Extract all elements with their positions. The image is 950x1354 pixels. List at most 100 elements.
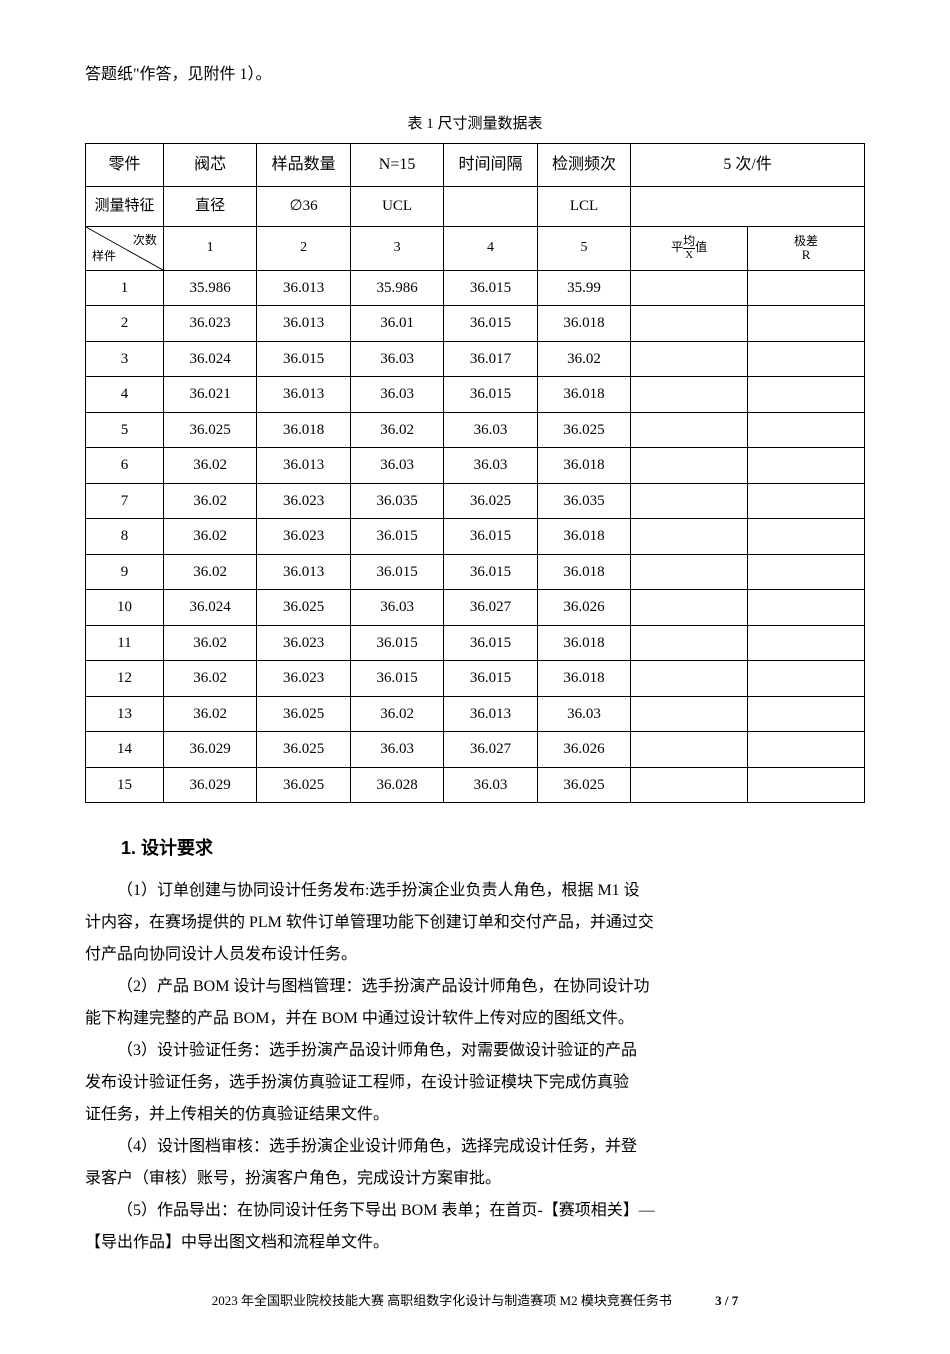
table-cell: 36.018	[537, 448, 630, 484]
table-row: 536.02536.01836.0236.0336.025	[86, 412, 865, 448]
table-cell: 36.029	[163, 732, 256, 768]
table-cell	[748, 590, 865, 626]
table-cell: 36.025	[257, 767, 350, 803]
table-cell: 36.02	[163, 519, 256, 555]
table-cell: 36.035	[350, 483, 443, 519]
table-cell: 36.023	[257, 661, 350, 697]
mean-suffix: 值	[695, 240, 707, 254]
table-cell: 36.018	[537, 377, 630, 413]
footer-left: 2023 年全国职业院校技能大赛 高职组数字化设计与制造赛项 M2 模块竞赛任务…	[212, 1293, 672, 1308]
table-cell: 36.015	[444, 270, 537, 306]
table-row: 1136.0236.02336.01536.01536.018	[86, 625, 865, 661]
table-row: 1536.02936.02536.02836.0336.025	[86, 767, 865, 803]
paragraph-line: （1）订单创建与协同设计任务发布:选手扮演企业负责人角色，根据 M1 设	[85, 875, 865, 907]
table-row: 736.0236.02336.03536.02536.035	[86, 483, 865, 519]
table-row: 135.98636.01335.98636.01535.99	[86, 270, 865, 306]
h3-c2: 1	[163, 226, 256, 270]
top-text: 答题纸"作答，见附件 1）。	[85, 60, 865, 90]
table-cell: 36.023	[163, 306, 256, 342]
table-cell: 36.021	[163, 377, 256, 413]
table-row: 636.0236.01336.0336.0336.018	[86, 448, 865, 484]
h2-c3: ∅36	[257, 187, 350, 227]
table-cell: 36.024	[163, 590, 256, 626]
table-cell: 36.018	[537, 661, 630, 697]
table-cell	[748, 696, 865, 732]
table-row: 436.02136.01336.0336.01536.018	[86, 377, 865, 413]
table-header-row-1: 零件 阀芯 样品数量 N=15 时间间隔 检测频次 5 次/件	[86, 143, 865, 186]
table-cell	[748, 270, 865, 306]
table-cell	[631, 341, 748, 377]
table-cell: 36.035	[537, 483, 630, 519]
table-cell	[748, 554, 865, 590]
table-header-row-3: 次数 样件 1 2 3 4 5 平均X值 极差 R	[86, 226, 865, 270]
h2-c6: LCL	[537, 187, 630, 227]
table-cell: 36.02	[163, 483, 256, 519]
paragraph-line: 能下构建完整的产品 BOM，并在 BOM 中通过设计软件上传对应的图纸文件。	[85, 1003, 865, 1035]
table-cell: 36.015	[444, 377, 537, 413]
table-cell: 9	[86, 554, 164, 590]
h1-c1: 零件	[86, 143, 164, 186]
table-cell: 10	[86, 590, 164, 626]
table-cell	[631, 412, 748, 448]
table-cell: 2	[86, 306, 164, 342]
h1-c7: 5 次/件	[631, 143, 865, 186]
h1-c2: 阀芯	[163, 143, 256, 186]
diagonal-header-cell: 次数 样件	[86, 226, 164, 270]
table-cell: 36.02	[163, 661, 256, 697]
table-cell: 36.03	[444, 767, 537, 803]
table-cell: 36.02	[350, 696, 443, 732]
table-cell	[748, 412, 865, 448]
table-cell	[631, 554, 748, 590]
table-row: 336.02436.01536.0336.01736.02	[86, 341, 865, 377]
table-cell	[748, 661, 865, 697]
paragraph-line: 录客户（审核）账号，扮演客户角色，完成设计方案审批。	[85, 1163, 865, 1195]
table-row: 1236.0236.02336.01536.01536.018	[86, 661, 865, 697]
table-cell: 6	[86, 448, 164, 484]
table-cell: 36.015	[444, 519, 537, 555]
table-cell: 8	[86, 519, 164, 555]
table-cell	[748, 767, 865, 803]
range-sub: R	[750, 248, 862, 262]
h1-c3: 样品数量	[257, 143, 350, 186]
table-cell: 35.986	[350, 270, 443, 306]
table-cell: 36.013	[257, 448, 350, 484]
h3-c3: 2	[257, 226, 350, 270]
table-cell: 36.023	[257, 519, 350, 555]
table-cell: 36.015	[257, 341, 350, 377]
table-cell: 36.03	[350, 341, 443, 377]
table-row: 836.0236.02336.01536.01536.018	[86, 519, 865, 555]
table-cell: 35.986	[163, 270, 256, 306]
h2-c4: UCL	[350, 187, 443, 227]
table-row: 936.0236.01336.01536.01536.018	[86, 554, 865, 590]
table-cell	[631, 306, 748, 342]
table-cell: 36.015	[350, 661, 443, 697]
table-cell: 36.02	[350, 412, 443, 448]
table-cell	[631, 590, 748, 626]
table-cell: 36.03	[350, 448, 443, 484]
table-cell: 36.017	[444, 341, 537, 377]
h3-mean: 平均X值	[631, 226, 748, 270]
table-cell: 36.013	[257, 270, 350, 306]
table-row: 1336.0236.02536.0236.01336.03	[86, 696, 865, 732]
table-cell: 36.025	[257, 590, 350, 626]
h3-c5: 4	[444, 226, 537, 270]
table-cell	[631, 732, 748, 768]
table-cell: 36.02	[163, 625, 256, 661]
section-heading: 1. 设计要求	[85, 831, 865, 865]
table-cell: 11	[86, 625, 164, 661]
footer-page-number: 3 / 7	[715, 1289, 738, 1314]
h1-c5: 时间间隔	[444, 143, 537, 186]
table-cell: 36.023	[257, 625, 350, 661]
table-cell: 36.01	[350, 306, 443, 342]
mean-sub: X	[683, 248, 695, 261]
table-cell: 12	[86, 661, 164, 697]
table-cell: 36.02	[163, 448, 256, 484]
table-cell	[748, 306, 865, 342]
h2-c5	[444, 187, 537, 227]
table-cell: 36.03	[537, 696, 630, 732]
table-cell: 4	[86, 377, 164, 413]
table-cell: 36.026	[537, 590, 630, 626]
table-cell: 36.015	[350, 519, 443, 555]
table-cell: 36.02	[163, 554, 256, 590]
paragraph-line: 发布设计验证任务，选手扮演仿真验证工程师，在设计验证模块下完成仿真验	[85, 1067, 865, 1099]
